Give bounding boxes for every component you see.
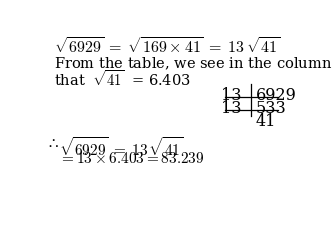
- Text: 13: 13: [221, 87, 242, 104]
- Text: $\sqrt{6929}\; =\; \sqrt{169 \times 41}\; =\; 13\,\sqrt{41}$: $\sqrt{6929}\; =\; \sqrt{169 \times 41}\…: [54, 38, 280, 58]
- Text: 6929: 6929: [256, 87, 297, 104]
- Text: 533: 533: [256, 100, 287, 117]
- Text: $\sqrt{6929}\; =\; 13\,\sqrt{41}$: $\sqrt{6929}\; =\; 13\,\sqrt{41}$: [59, 136, 183, 159]
- Text: $= 13 \times 6.403 = 83.239$: $= 13 \times 6.403 = 83.239$: [59, 151, 205, 166]
- Text: $\therefore\;$: $\therefore\;$: [46, 136, 59, 150]
- Text: 41: 41: [256, 113, 276, 130]
- Text: From the table, we see in the column $\sqrt{x}\,$,: From the table, we see in the column $\s…: [54, 55, 336, 73]
- Text: 13: 13: [221, 100, 242, 117]
- Text: that $\;\sqrt{41}\;$ = 6.403: that $\;\sqrt{41}\;$ = 6.403: [54, 69, 191, 89]
